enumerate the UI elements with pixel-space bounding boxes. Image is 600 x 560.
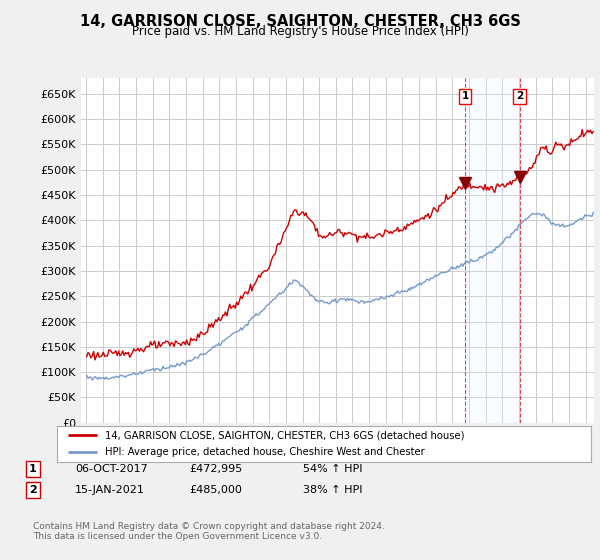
Text: 14, GARRISON CLOSE, SAIGHTON, CHESTER, CH3 6GS: 14, GARRISON CLOSE, SAIGHTON, CHESTER, C…: [80, 14, 520, 29]
Text: Contains HM Land Registry data © Crown copyright and database right 2024.
This d: Contains HM Land Registry data © Crown c…: [33, 522, 385, 542]
Text: 54% ↑ HPI: 54% ↑ HPI: [303, 464, 362, 474]
Text: 06-OCT-2017: 06-OCT-2017: [75, 464, 148, 474]
Text: 1: 1: [461, 91, 469, 101]
Text: Price paid vs. HM Land Registry's House Price Index (HPI): Price paid vs. HM Land Registry's House …: [131, 25, 469, 38]
Text: HPI: Average price, detached house, Cheshire West and Chester: HPI: Average price, detached house, Ches…: [105, 447, 425, 457]
Text: 1: 1: [29, 464, 37, 474]
Text: 2: 2: [516, 91, 523, 101]
Text: 38% ↑ HPI: 38% ↑ HPI: [303, 485, 362, 495]
Text: £485,000: £485,000: [189, 485, 242, 495]
Text: 14, GARRISON CLOSE, SAIGHTON, CHESTER, CH3 6GS (detached house): 14, GARRISON CLOSE, SAIGHTON, CHESTER, C…: [105, 431, 464, 440]
Text: 2: 2: [29, 485, 37, 495]
Text: 15-JAN-2021: 15-JAN-2021: [75, 485, 145, 495]
Text: £472,995: £472,995: [189, 464, 242, 474]
Bar: [465, 78, 520, 423]
